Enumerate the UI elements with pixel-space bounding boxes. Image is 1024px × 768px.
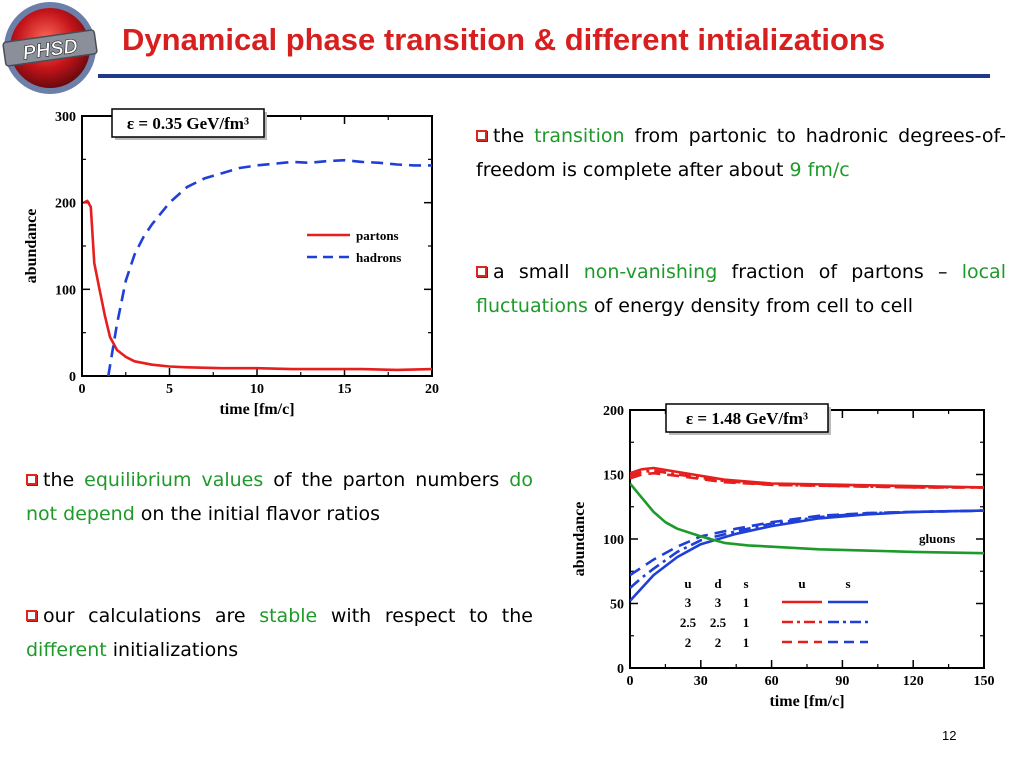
highlight-text: different xyxy=(26,639,107,661)
table-header: u xyxy=(798,576,805,591)
body-text: with respect to the xyxy=(317,605,533,627)
series-line-s-2.5-2.5-1 xyxy=(630,509,984,589)
x-tick-label: 120 xyxy=(903,674,924,689)
legend-label-hadrons: hadrons xyxy=(356,250,401,265)
series-line-u-2.5-2.5-1 xyxy=(630,469,984,489)
energy-density-label: ε = 1.48 GeV/fm³ xyxy=(686,409,808,428)
series-line-u-2-2-1 xyxy=(630,471,984,489)
body-text: of the parton numbers xyxy=(263,469,510,491)
plot-frame xyxy=(81,115,433,377)
table-cell: 2.5 xyxy=(680,615,697,630)
y-tick-label: 150 xyxy=(603,469,624,484)
table-header: d xyxy=(714,576,722,591)
table-cell: 1 xyxy=(743,615,750,630)
x-tick-label: 0 xyxy=(627,674,634,689)
x-tick-label: 30 xyxy=(694,674,708,689)
gluons-label: gluons xyxy=(919,531,955,546)
x-axis-label: time [fm/c] xyxy=(219,401,294,418)
body-text: the xyxy=(43,469,85,491)
table-header: s xyxy=(845,576,850,591)
phsd-logo: PHSD xyxy=(0,0,104,100)
y-tick-label: 300 xyxy=(55,110,76,125)
highlight-text: non-vanishing xyxy=(583,261,718,283)
body-text: of energy density from cell to cell xyxy=(587,295,914,317)
table-header: s xyxy=(743,576,748,591)
y-tick-label: 0 xyxy=(69,370,76,385)
bullet-box-icon xyxy=(26,610,37,621)
x-tick-label: 60 xyxy=(765,674,779,689)
body-text: fraction of partons – xyxy=(717,261,962,283)
body-text: on the initial flavor ratios xyxy=(134,503,381,525)
bullet-transition: the transition from partonic to hadronic… xyxy=(476,119,1006,187)
x-tick-label: 15 xyxy=(338,382,352,397)
bullet-equilibrium: the equilibrium values of the parton num… xyxy=(26,463,533,531)
y-tick-label: 100 xyxy=(603,533,624,548)
body-text: from partonic to hadronic degrees-of-fre… xyxy=(476,125,1006,181)
x-tick-label: 5 xyxy=(166,382,173,397)
bullet-box-icon xyxy=(26,474,37,485)
title-divider xyxy=(98,74,990,78)
highlight-text: equilibrium values xyxy=(84,469,264,491)
chart-energy-035: 0 5 10 15 20 0 100 200 300 time [fm/c] abundance ε … xyxy=(20,104,450,424)
highlight-text: local fluctuations xyxy=(476,261,1006,317)
bullet-box-icon xyxy=(476,266,487,277)
annotation-box xyxy=(665,403,829,433)
table-cell: 2.5 xyxy=(710,615,727,630)
body-text: a small xyxy=(493,261,584,283)
table-cell: 1 xyxy=(743,635,750,650)
body-text: initializations xyxy=(106,639,239,661)
x-axis-label: time [fm/c] xyxy=(769,693,844,710)
table-cell: 3 xyxy=(715,595,722,610)
highlight-text: transition xyxy=(534,125,625,147)
y-axis-label: abundance xyxy=(571,502,588,577)
annotation-box xyxy=(111,108,265,138)
highlight-text: do not depend xyxy=(26,469,533,525)
x-tick-label: 10 xyxy=(250,382,264,397)
series-line-partons xyxy=(83,199,432,372)
energy-density-label: ε = 0.35 GeV/fm³ xyxy=(127,114,249,133)
y-tick-label: 50 xyxy=(610,598,624,613)
y-tick-label: 200 xyxy=(603,404,624,419)
page-number: 12 xyxy=(942,728,957,743)
highlight-text: stable xyxy=(259,605,318,627)
page-title: Dynamical phase transition & different i… xyxy=(122,22,886,57)
table-cell: 2 xyxy=(715,635,722,650)
series-line-s-3-3-1 xyxy=(630,509,984,602)
table-cell: 2 xyxy=(685,635,692,650)
table-cell: 1 xyxy=(743,595,750,610)
series-line-s-2-2-1 xyxy=(630,509,984,577)
y-axis-label: abundance xyxy=(23,209,40,284)
x-tick-label: 0 xyxy=(79,382,86,397)
chart-energy-148: 0 30 60 90 120 150 0 50 100 150 200 time [fm/c] abun… xyxy=(570,398,1000,718)
series-line-gluons xyxy=(630,482,984,555)
bullet-box-icon xyxy=(476,130,487,141)
y-tick-label: 200 xyxy=(55,197,76,212)
series-line-hadrons xyxy=(107,158,432,376)
table-cell: 3 xyxy=(685,595,692,610)
x-tick-label: 20 xyxy=(425,382,439,397)
body-text: the xyxy=(493,125,535,147)
x-tick-label: 90 xyxy=(835,674,849,689)
x-tick-label: 150 xyxy=(974,674,995,689)
bullet-non-vanishing: a small non-vanishing fraction of parton… xyxy=(476,255,1006,323)
bullet-stable: our calculations are stable with respect… xyxy=(26,599,533,667)
table-header: u xyxy=(684,576,691,591)
body-text: our calculations are xyxy=(43,605,260,627)
legend-label-partons: partons xyxy=(356,228,399,243)
y-tick-label: 0 xyxy=(617,662,624,677)
highlight-text: 9 fm/c xyxy=(789,159,850,181)
y-tick-label: 100 xyxy=(55,283,76,298)
